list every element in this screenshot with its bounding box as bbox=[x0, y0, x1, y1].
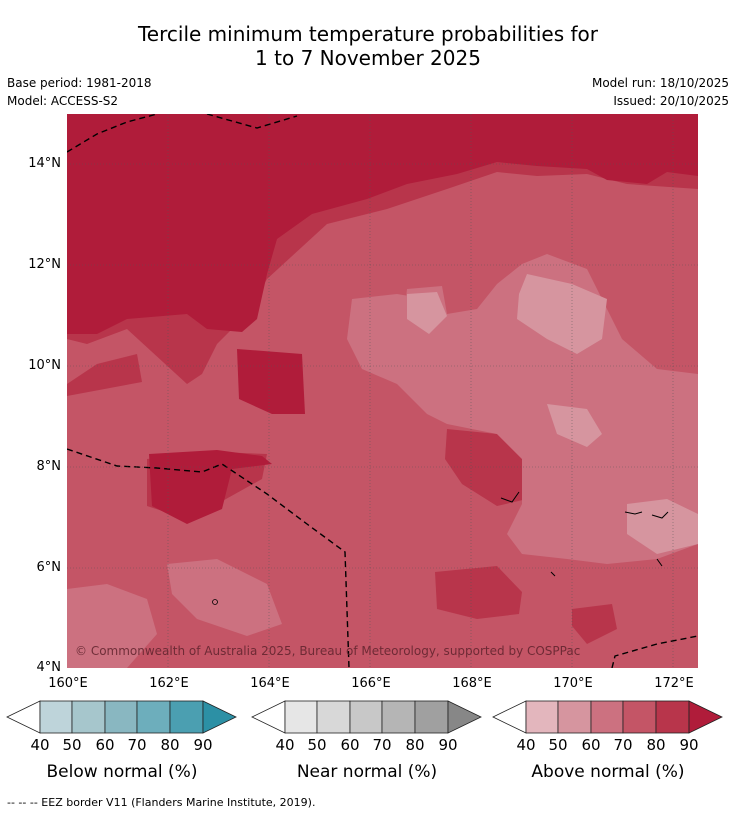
lon-tick-172: 172°E bbox=[654, 676, 694, 691]
region-90-plus bbox=[67, 114, 698, 334]
region-80-90-west bbox=[67, 354, 142, 396]
title-line-1: Tercile minimum temperature probabilitie… bbox=[137, 22, 599, 46]
island-6 bbox=[550, 571, 556, 577]
meta-left: Base period: 1981-2018 Model: ACCESS-S2 bbox=[7, 74, 152, 110]
region-80-90-south bbox=[435, 566, 522, 619]
region-60-70-east bbox=[347, 254, 698, 564]
chart-title: Tercile minimum temperature probabilitie… bbox=[0, 22, 736, 70]
above-swatch-2 bbox=[557, 700, 592, 734]
island-5 bbox=[656, 558, 663, 567]
lat-tick-8: 8°N bbox=[36, 459, 62, 474]
near-label-80: 80 bbox=[405, 736, 425, 754]
gridlines bbox=[67, 114, 698, 668]
lat-tick-6: 6°N bbox=[36, 560, 62, 575]
above-label-80: 80 bbox=[646, 736, 666, 754]
above-label-40: 40 bbox=[516, 736, 536, 754]
lon-tick-170: 170°E bbox=[553, 676, 593, 691]
below-label-40: 40 bbox=[30, 736, 50, 754]
below-swatch-1 bbox=[39, 700, 73, 734]
near-label-40: 40 bbox=[275, 736, 295, 754]
lon-tick-166: 166°E bbox=[351, 676, 391, 691]
near-swatch-4 bbox=[381, 700, 416, 734]
below-swatch-2 bbox=[71, 700, 106, 734]
near-label-70: 70 bbox=[372, 736, 392, 754]
below-label-90: 90 bbox=[193, 736, 213, 754]
lon-tick-168: 168°E bbox=[452, 676, 492, 691]
region-80-90-southeast bbox=[572, 604, 617, 644]
near-swatch-5 bbox=[414, 700, 449, 734]
below-swatch-3 bbox=[104, 700, 138, 734]
above-label-60: 60 bbox=[581, 736, 601, 754]
below-normal-title: Below normal (%) bbox=[46, 762, 198, 782]
colorbar-near bbox=[251, 700, 482, 734]
island-3 bbox=[500, 491, 520, 503]
lon-tick-164: 164°E bbox=[250, 676, 290, 691]
lat-tick-12: 12°N bbox=[28, 257, 61, 272]
below-label-60: 60 bbox=[95, 736, 115, 754]
above-swatch-4 bbox=[622, 700, 657, 734]
near-swatch-6 bbox=[447, 700, 482, 734]
base-period: Base period: 1981-2018 bbox=[7, 76, 152, 90]
colorbar-above bbox=[492, 700, 723, 734]
above-swatch-0 bbox=[492, 700, 527, 734]
near-swatch-1 bbox=[284, 700, 318, 734]
meta-right: Model run: 18/10/2025 Issued: 20/10/2025 bbox=[592, 74, 729, 110]
above-label-90: 90 bbox=[679, 736, 699, 754]
eez-footer-note: -- -- -- EEZ border V11 (Flanders Marine… bbox=[7, 796, 316, 809]
region-60-70-south bbox=[167, 559, 282, 636]
colorbar-below bbox=[6, 700, 237, 734]
above-swatch-6 bbox=[688, 700, 723, 734]
issued-date: Issued: 20/10/2025 bbox=[613, 94, 729, 108]
region-50-60-central bbox=[547, 404, 602, 447]
near-label-50: 50 bbox=[307, 736, 327, 754]
above-swatch-1 bbox=[525, 700, 559, 734]
region-50-60-southeast bbox=[627, 499, 698, 554]
below-label-80: 80 bbox=[160, 736, 180, 754]
below-swatch-0 bbox=[6, 700, 41, 734]
region-50-60-islet bbox=[407, 292, 447, 334]
lat-tick-14: 14°N bbox=[28, 156, 61, 171]
region-90-plus-2 bbox=[237, 349, 305, 414]
title-line-2: 1 to 7 November 2025 bbox=[255, 46, 481, 70]
lat-tick-4: 4°N bbox=[36, 660, 62, 675]
near-label-60: 60 bbox=[340, 736, 360, 754]
region-90-plus-3 bbox=[149, 450, 272, 524]
region-50-60-east bbox=[517, 274, 607, 354]
near-swatch-0 bbox=[251, 700, 286, 734]
below-swatch-4 bbox=[136, 700, 171, 734]
island-4 bbox=[212, 599, 218, 605]
eez-border-north-west bbox=[67, 114, 158, 153]
near-label-90: 90 bbox=[438, 736, 458, 754]
region-80-90-central bbox=[445, 429, 527, 506]
lon-tick-162: 162°E bbox=[149, 676, 189, 691]
below-swatch-6 bbox=[202, 700, 237, 734]
near-swatch-2 bbox=[316, 700, 351, 734]
model-run: Model run: 18/10/2025 bbox=[591, 76, 729, 90]
near-normal-title: Near normal (%) bbox=[296, 762, 438, 782]
probability-map: © Commonwealth of Australia 2025, Bureau… bbox=[67, 114, 698, 668]
eez-border-north bbox=[206, 114, 298, 129]
region-60-70-southwest bbox=[67, 584, 157, 668]
above-swatch-5 bbox=[655, 700, 690, 734]
copyright-notice: © Commonwealth of Australia 2025, Bureau… bbox=[75, 644, 581, 658]
above-swatch-3 bbox=[590, 700, 624, 734]
below-label-70: 70 bbox=[127, 736, 147, 754]
map-svg bbox=[67, 114, 698, 668]
island-2 bbox=[651, 511, 669, 519]
model-name: Model: ACCESS-S2 bbox=[7, 94, 119, 108]
above-normal-title: Above normal (%) bbox=[531, 762, 685, 782]
above-label-50: 50 bbox=[548, 736, 568, 754]
island-1 bbox=[624, 511, 643, 515]
near-swatch-3 bbox=[349, 700, 383, 734]
eez-border-south bbox=[67, 448, 350, 668]
lon-tick-160: 160°E bbox=[48, 676, 88, 691]
below-label-50: 50 bbox=[62, 736, 82, 754]
lat-tick-10: 10°N bbox=[28, 358, 61, 373]
eez-border-southeast bbox=[611, 635, 698, 668]
above-label-70: 70 bbox=[613, 736, 633, 754]
below-swatch-5 bbox=[169, 700, 204, 734]
